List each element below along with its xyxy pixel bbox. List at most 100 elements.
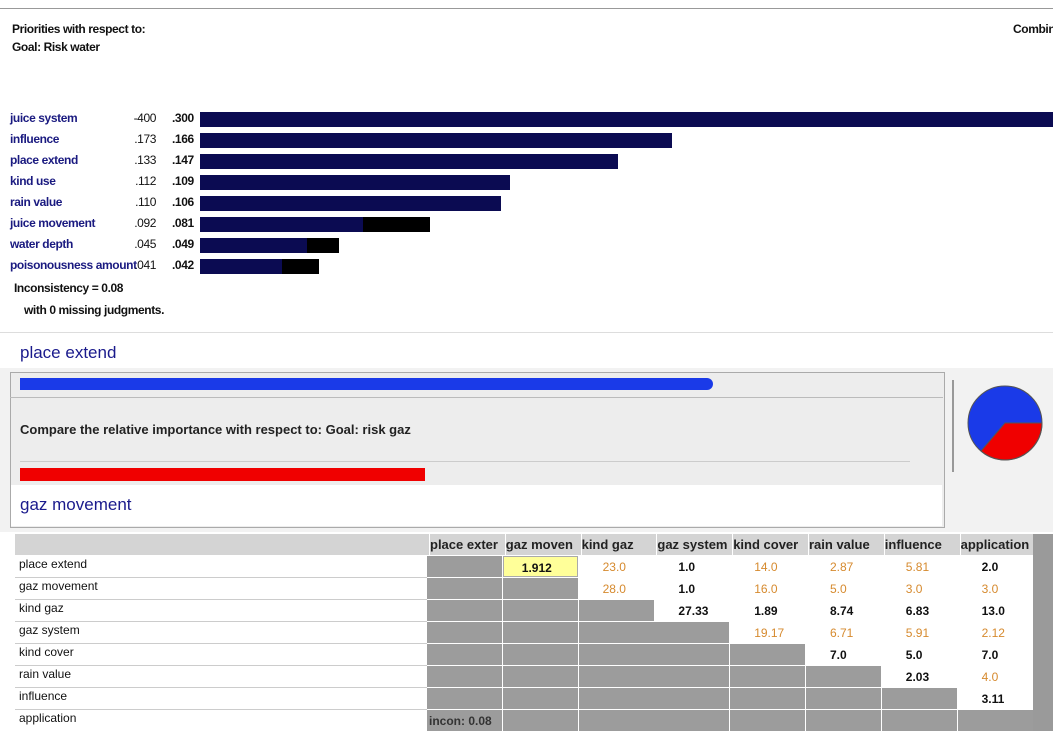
header-row [15, 534, 1033, 555]
judgment-cell[interactable]: 3.11 [957, 688, 1033, 709]
priority-bar [200, 238, 340, 253]
judgment-cell[interactable]: 2.03 [881, 666, 957, 687]
empty-cell [578, 600, 654, 621]
cell-value: 1.912 [521, 561, 552, 575]
element-name: poisonousness amount [10, 258, 137, 272]
cell-value: 5.0 [905, 648, 923, 662]
global-priority: .106 [172, 195, 194, 209]
judgment-cell[interactable]: 27.33 [654, 600, 730, 621]
cell-value: 3.0 [981, 582, 999, 596]
cell-value: 28.0 [602, 582, 626, 596]
cell-value: 1.89 [754, 604, 778, 618]
element-name: juice movement [10, 216, 96, 230]
bar-tail [282, 259, 320, 274]
row-line [15, 665, 427, 666]
empty-cell [427, 644, 502, 665]
divider [0, 332, 1053, 333]
cell-value: 16.0 [754, 582, 778, 596]
judgment-cell[interactable]: 13.0 [957, 600, 1033, 621]
judgment-cell[interactable]: 2.12 [957, 622, 1033, 643]
judgment-cell[interactable]: 1.89 [730, 600, 806, 621]
column-header: kind gaz [580, 534, 654, 555]
priority-bar [200, 196, 502, 211]
judgment-cell[interactable]: 2.0 [957, 556, 1033, 577]
priority-bar [200, 217, 431, 232]
cell-value: 23.0 [602, 560, 626, 574]
column-header: application [959, 534, 1033, 555]
empty-cell [654, 622, 730, 643]
row-line [15, 643, 427, 644]
column-header: place exter [429, 534, 502, 555]
empty-cell [806, 710, 881, 731]
row-line [15, 687, 427, 688]
judgment-cell[interactable]: 6.71 [806, 622, 881, 643]
row-line [15, 709, 427, 710]
cell-value: 19.17 [754, 626, 785, 640]
judgment-cell[interactable]: 5.81 [881, 556, 957, 577]
row-line [15, 621, 427, 622]
right-slider[interactable] [20, 468, 425, 481]
pie-indicator [967, 385, 1043, 461]
judgment-cell[interactable]: 3.0 [881, 578, 957, 599]
selected-cell[interactable]: 1.912 [502, 556, 578, 577]
local-priority: .041 [134, 258, 156, 272]
judgment-cell[interactable]: 5.0 [806, 578, 881, 599]
empty-cell [427, 556, 502, 577]
empty-cell [654, 666, 730, 687]
judgment-cell[interactable]: 7.0 [806, 644, 881, 665]
judgment-cell[interactable]: 4.0 [957, 666, 1033, 687]
empty-cell [427, 688, 502, 709]
cell-value: 5.91 [905, 626, 930, 640]
cell-value: 13.0 [981, 604, 1005, 618]
cell-value: 7.0 [830, 648, 847, 662]
empty-cell [427, 622, 502, 643]
empty-cell [730, 666, 806, 687]
judgment-cell[interactable]: 5.91 [881, 622, 957, 643]
cell-value: 2.03 [905, 670, 930, 684]
empty-cell [654, 644, 730, 665]
left-slider[interactable] [20, 378, 713, 390]
column-header: rain value [808, 534, 881, 555]
judgment-cell[interactable]: 7.0 [957, 644, 1033, 665]
cell-value: 8.74 [830, 604, 854, 618]
cell-value: 6.83 [905, 604, 930, 618]
row-label: kind cover [19, 645, 74, 659]
global-priority: .049 [172, 237, 194, 251]
judgment-cell[interactable]: 16.0 [730, 578, 806, 599]
judgment-cell[interactable]: 3.0 [957, 578, 1033, 599]
header-title: Priorities with respect to: [12, 22, 146, 36]
empty-cell [502, 644, 578, 665]
right-element: gaz movement [20, 495, 132, 514]
empty-cell [730, 710, 806, 731]
bar-tail [307, 238, 340, 253]
element-name: juice system [10, 111, 78, 125]
judgment-cell[interactable]: 8.74 [806, 600, 881, 621]
judgment-cell[interactable]: 1.0 [654, 556, 730, 577]
judgment-cell[interactable]: 23.0 [578, 556, 654, 577]
empty-cell [427, 666, 502, 687]
local-priority: .173 [134, 132, 156, 146]
cell-value: 1.0 [678, 560, 696, 574]
global-priority: .081 [172, 216, 194, 230]
empty-cell [730, 688, 806, 709]
priority-bar [200, 112, 1053, 127]
cell-value: 3.11 [981, 692, 1005, 706]
judgment-cell[interactable]: 2.87 [806, 556, 881, 577]
cell-value: 3.0 [905, 582, 923, 596]
cell-value: 27.33 [678, 604, 709, 618]
judgment-cell[interactable]: 14.0 [730, 556, 806, 577]
judgment-cell[interactable]: 19.17 [730, 622, 806, 643]
empty-cell [578, 622, 654, 643]
empty-cell [578, 666, 654, 687]
element-name: water depth [10, 237, 73, 251]
empty-cell [806, 688, 881, 709]
judgment-cell[interactable]: 28.0 [578, 578, 654, 599]
global-priority: .166 [172, 132, 194, 146]
column-header: gaz moven [504, 534, 578, 555]
judgment-cell[interactable]: 5.0 [881, 644, 957, 665]
judgment-cell[interactable]: 1.0 [654, 578, 730, 599]
empty-cell [427, 600, 502, 621]
empty-cell [578, 644, 654, 665]
judgment-cell[interactable]: 6.83 [881, 600, 957, 621]
